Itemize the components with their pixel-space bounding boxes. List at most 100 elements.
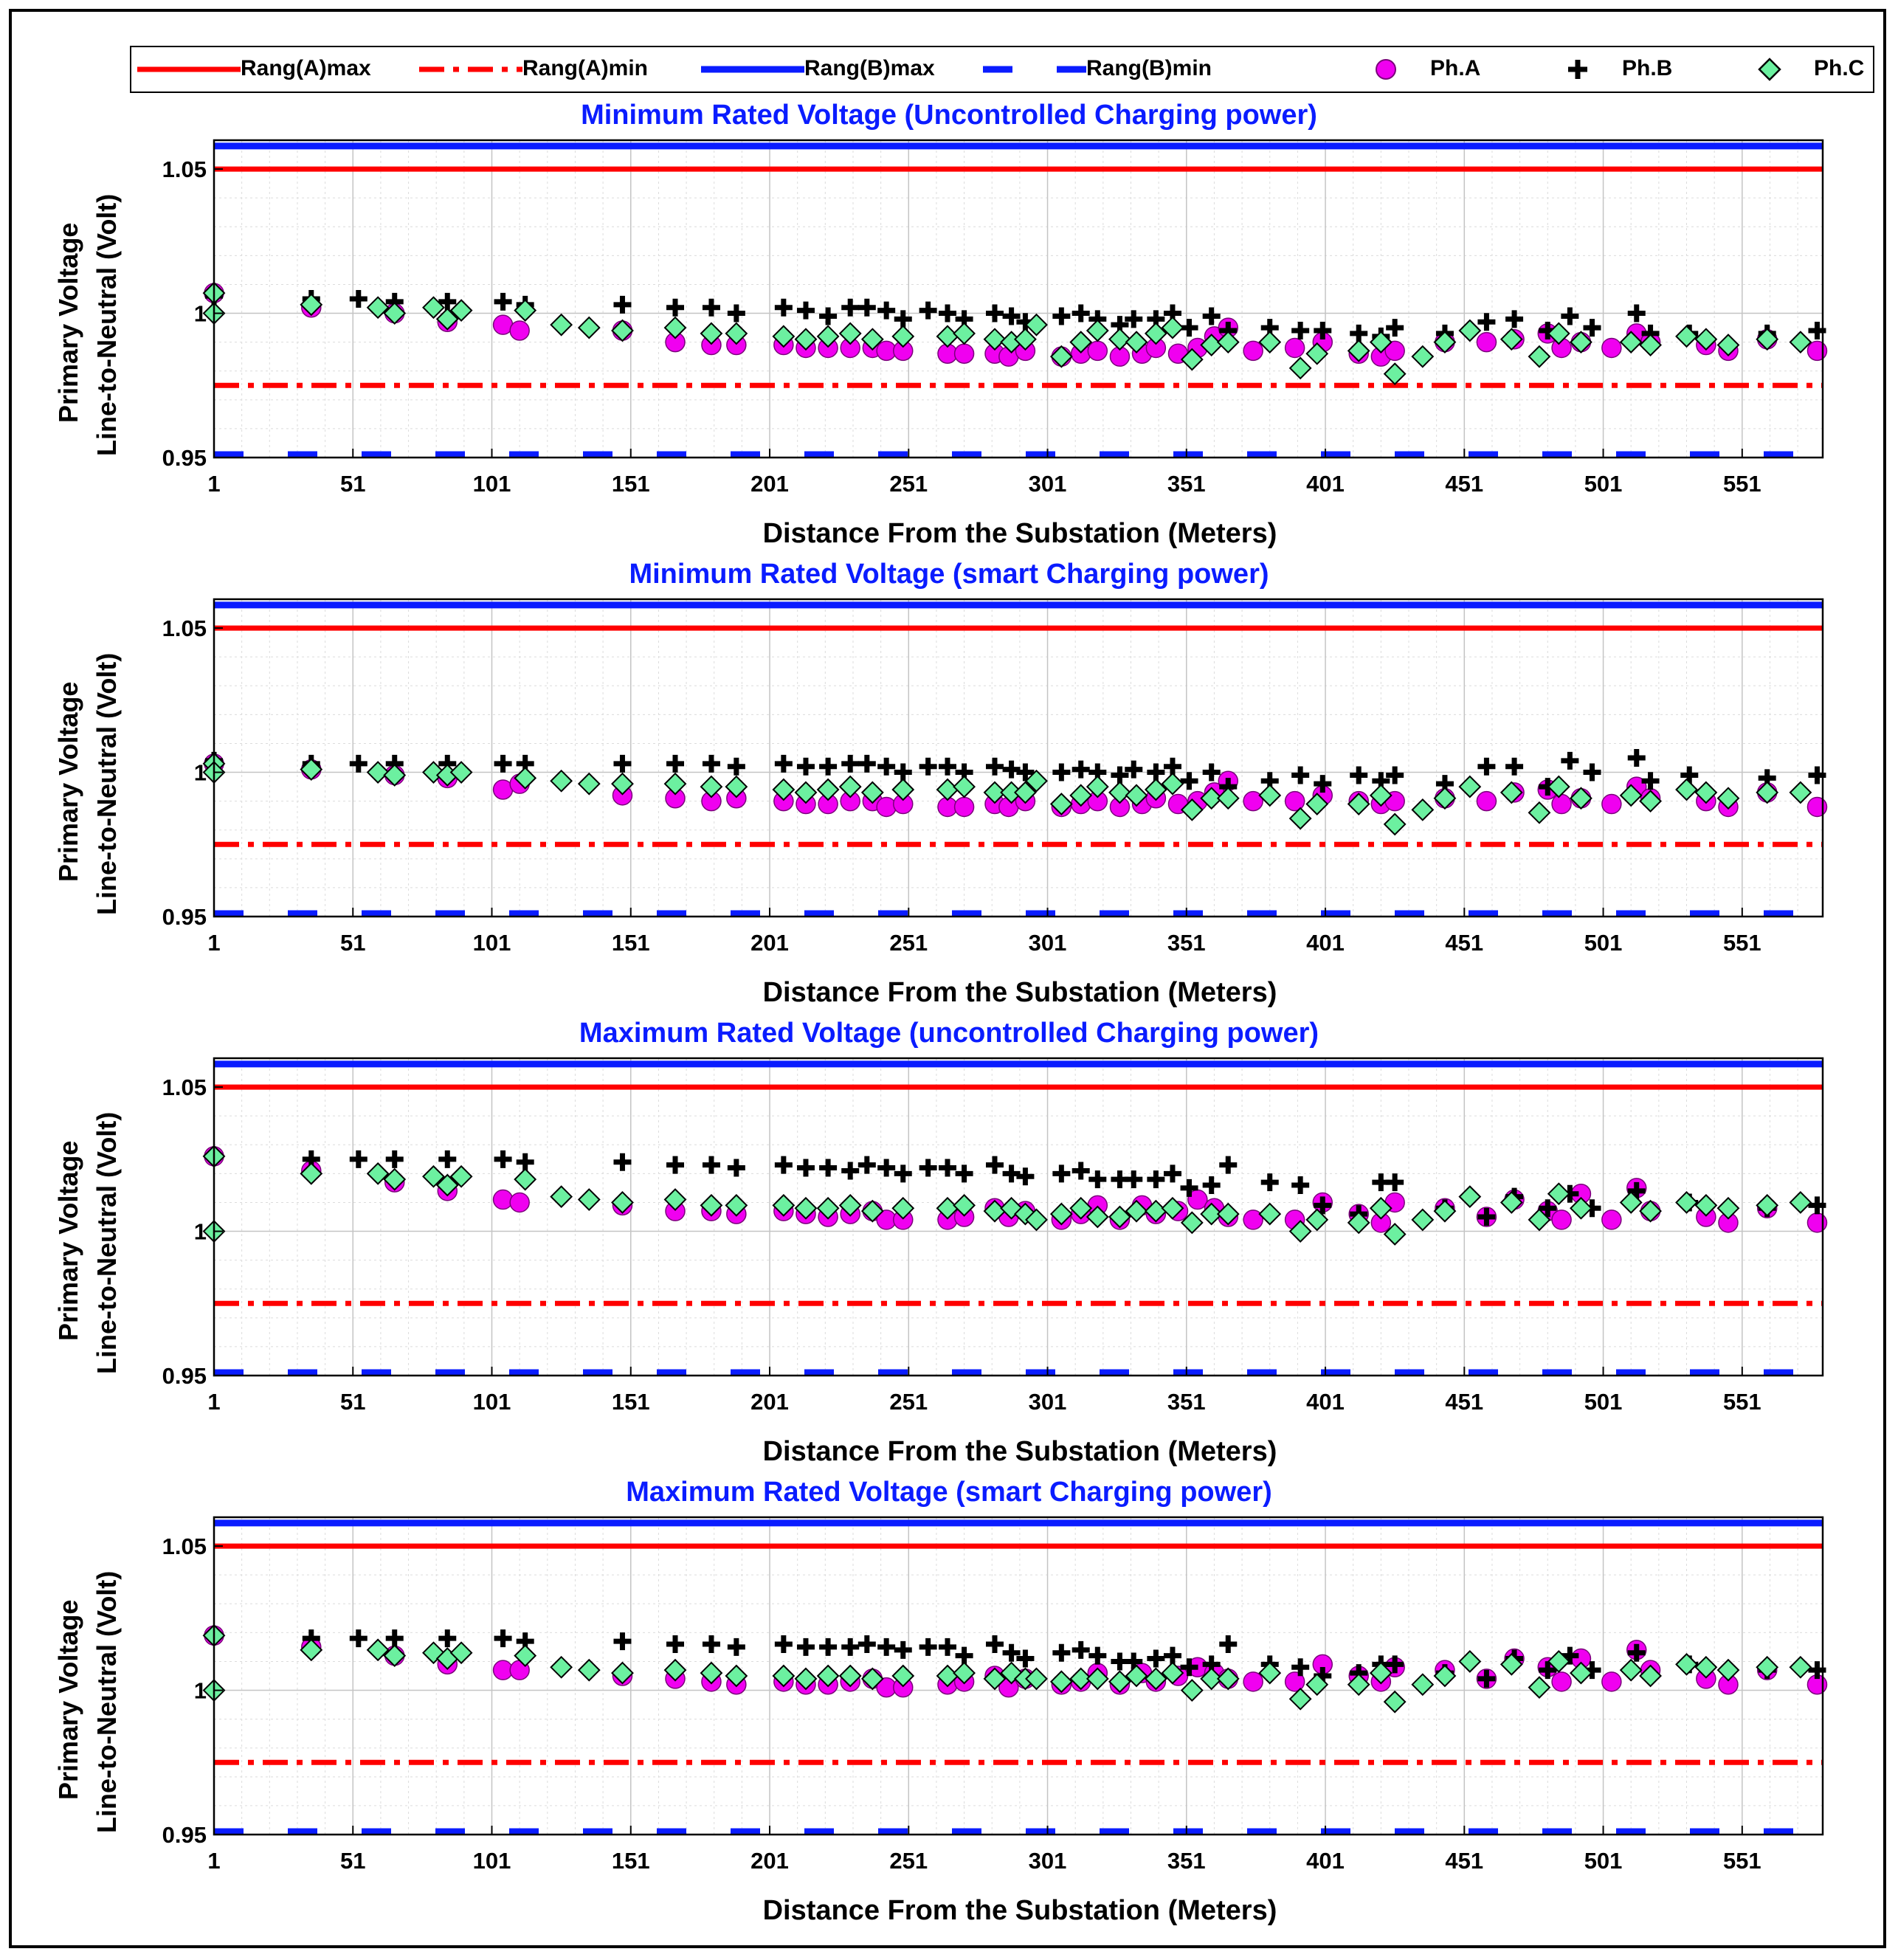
ph-b-point (666, 1156, 685, 1174)
y-tick-label: 1.05 (162, 156, 207, 182)
ph-c-point (725, 322, 748, 345)
ph-c-point (1125, 1199, 1148, 1223)
ph-c-point (1716, 787, 1740, 810)
legend-label: Rang(A)max (241, 56, 371, 80)
x-tick-label: 1 (207, 1389, 220, 1415)
x-axis-label-4: Distance From the Substation (Meters) (762, 1895, 1277, 1926)
ph-b-point (1627, 304, 1646, 322)
ph-b-point (1219, 1635, 1238, 1653)
ph-c-point (383, 1167, 407, 1191)
ph-c-point (1125, 784, 1148, 807)
ph-c-point (1144, 778, 1167, 801)
ph-c-point (1756, 1193, 1779, 1217)
ph-c-point (860, 1199, 884, 1223)
ph-c-point (1756, 328, 1779, 351)
ph-c-point (1639, 1199, 1662, 1223)
x-tick-label: 251 (889, 1389, 928, 1415)
plot-panel-3: 1 51 101 151 201 251 301 351 401 451 501 5510.9511.… (162, 1057, 1828, 1415)
ph-c-point (1369, 331, 1393, 354)
ph-c-point (891, 1196, 915, 1220)
ph-c-point (1411, 345, 1435, 368)
ph-c-point (383, 1644, 407, 1668)
legend-marker-ph-b (1568, 60, 1587, 79)
ph-c-point (1411, 1673, 1435, 1697)
ph-c-point (366, 761, 390, 784)
ph-a-point (1087, 340, 1108, 362)
ph-b-point (819, 307, 838, 325)
ph-c-point (1716, 334, 1740, 356)
ph-c-point (1180, 1211, 1204, 1235)
ph-b-point (494, 754, 512, 773)
ph-c-point (1756, 781, 1779, 804)
ph-b-point (1016, 1167, 1035, 1186)
ph-a-point (1476, 790, 1497, 812)
ph-c-point (1258, 1661, 1282, 1685)
ph-b-point (438, 1629, 457, 1648)
ph-b-point (796, 757, 815, 776)
x-tick-label: 201 (750, 471, 789, 497)
ph-c-point (1675, 325, 1698, 348)
ph-b-point (857, 1156, 876, 1174)
ph-c-point (449, 1641, 473, 1665)
ph-b-point (774, 298, 793, 317)
x-tick-label: 351 (1167, 1848, 1206, 1874)
legend-entry-ph-a: Ph.A (1356, 47, 1533, 92)
ph-c-point (1619, 331, 1643, 354)
ph-c-point (383, 764, 407, 787)
ph-c-point (577, 316, 601, 339)
ph-a-point (1284, 337, 1305, 359)
ph-c-point (1756, 1655, 1779, 1679)
ph-c-point (1694, 328, 1718, 351)
ph-c-point (838, 775, 862, 798)
ph-b-point (1180, 772, 1198, 790)
ph-b-point (1583, 763, 1601, 781)
ph-c-point (725, 1664, 748, 1688)
ph-b-point (1386, 766, 1404, 784)
ph-c-point (1069, 331, 1093, 354)
ph-b-point (857, 1635, 876, 1653)
y-tick-label: 1.05 (162, 1533, 207, 1559)
ph-b-point (857, 298, 876, 317)
legend-entry-rang-a-min: Rang(A)min (413, 47, 694, 92)
ph-a-point (509, 1192, 530, 1213)
ph-b-point (1291, 322, 1310, 339)
ph-c-point (1108, 781, 1131, 804)
x-tick-label: 401 (1306, 1848, 1345, 1874)
ph-c-point (1458, 775, 1482, 798)
ph-c-point (1383, 812, 1407, 836)
ph-a-point (1243, 1671, 1263, 1692)
ph-c-point (550, 1185, 573, 1209)
ph-b-point (819, 1638, 838, 1656)
ph-c-point (1144, 322, 1167, 345)
ph-c-point (1383, 362, 1407, 386)
x-tick-label: 401 (1306, 471, 1345, 497)
ph-c-point (300, 1162, 323, 1185)
ph-c-point (1108, 1670, 1131, 1694)
ph-b-point (385, 1629, 404, 1648)
ph-b-point (894, 310, 912, 328)
ph-b-point (1314, 322, 1332, 339)
x-tick-label: 301 (1029, 1389, 1067, 1415)
ph-c-point (514, 1167, 537, 1191)
x-tick-label: 351 (1167, 1389, 1206, 1415)
x-tick-label: 51 (340, 930, 365, 956)
y-tick-label: 1 (194, 301, 207, 327)
ph-c-point (1411, 798, 1435, 821)
ph-a-point (1384, 340, 1405, 362)
ph-c-point (1500, 1652, 1523, 1676)
ph-b-point (666, 1635, 685, 1653)
x-tick-label: 351 (1167, 471, 1206, 497)
legend-marker-ph-a (1376, 59, 1396, 80)
ph-c-point (1619, 784, 1643, 807)
plot-title-4: Maximum Rated Voltage (smart Charging po… (626, 1477, 1272, 1508)
ph-b-point (438, 1150, 457, 1168)
ph-b-point (986, 1635, 1004, 1653)
ph-c-point (1288, 356, 1312, 380)
ph-c-point (1433, 1664, 1457, 1688)
ph-b-point (385, 1150, 404, 1168)
x-tick-label: 101 (473, 930, 511, 956)
ph-c-point (663, 1188, 687, 1211)
ph-b-point (841, 754, 860, 773)
ph-c-point (514, 1644, 537, 1668)
grid (213, 1058, 1823, 1376)
